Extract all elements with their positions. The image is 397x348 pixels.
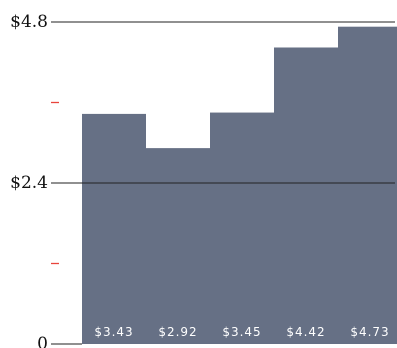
bar-2 — [146, 148, 210, 344]
value-label-4: $4.42 — [286, 325, 325, 339]
bars — [82, 26, 397, 345]
value-label-5: $4.73 — [350, 325, 389, 339]
y-axis: 0 $2.4 $4.8 — [10, 12, 395, 348]
bar-4 — [274, 47, 338, 344]
bar-5 — [338, 26, 397, 345]
value-label-3: $3.45 — [222, 325, 261, 339]
bar-1 — [82, 113, 146, 344]
value-labels: $3.43 $2.92 $3.45 $4.42 $4.73 — [94, 325, 389, 339]
y-tick-label-1: 0 — [37, 334, 48, 348]
value-label-2: $2.92 — [158, 325, 197, 339]
value-label-1: $3.43 — [94, 325, 133, 339]
y-tick-label-2: $2.4 — [10, 173, 48, 193]
y-tick-label-3: $4.8 — [10, 12, 48, 32]
bar-3 — [210, 112, 274, 344]
